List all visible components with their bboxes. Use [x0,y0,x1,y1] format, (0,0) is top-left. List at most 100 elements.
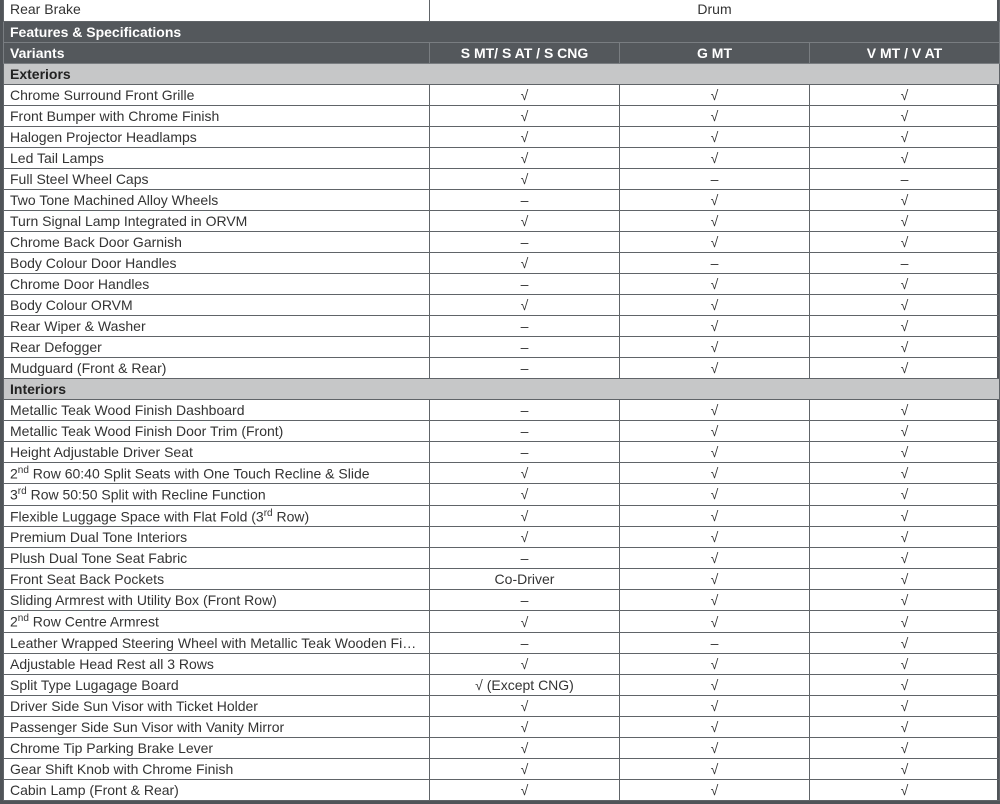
feature-value: √ [810,231,1000,252]
feature-label: Plush Dual Tone Seat Fabric [4,548,430,569]
feature-label: Front Bumper with Chrome Finish [4,105,430,126]
feature-value: √ [620,527,810,548]
feature-value: Drum [430,0,1000,21]
feature-value: √ [620,569,810,590]
feature-value: √ [810,147,1000,168]
spec-row: Premium Dual Tone Interiors√√√ [4,527,1000,548]
spec-row: Full Steel Wheel Caps√–– [4,168,1000,189]
feature-value: √ [430,84,620,105]
feature-value: √ [620,399,810,420]
feature-value: – [430,420,620,441]
feature-value: √ [810,654,1000,675]
spec-table: Rear BrakeDrumFeatures & SpecificationsV… [3,0,1000,801]
feature-value: √ [810,527,1000,548]
feature-value: √ [810,210,1000,231]
feature-label: Chrome Back Door Garnish [4,231,430,252]
feature-value: – [620,252,810,273]
feature-label: Rear Brake [4,0,430,21]
feature-value: √ [430,105,620,126]
feature-label: Gear Shift Knob with Chrome Finish [4,759,430,780]
feature-value: √ [810,315,1000,336]
feature-label: Flexible Luggage Space with Flat Fold (3… [4,505,430,527]
spec-row: Chrome Back Door Garnish–√√ [4,231,1000,252]
feature-label: Body Colour ORVM [4,294,430,315]
feature-value: √ [620,231,810,252]
feature-value: – [620,633,810,654]
feature-value: √ (Except CNG) [430,675,620,696]
feature-value: – [430,633,620,654]
feature-value: √ [430,462,620,484]
feature-value: √ [620,548,810,569]
feature-value: √ [810,126,1000,147]
variants-label: Variants [4,42,430,63]
feature-value: √ [430,147,620,168]
feature-value: – [430,315,620,336]
feature-value: √ [810,462,1000,484]
feature-label: 2nd Row Centre Armrest [4,611,430,633]
spec-row: Chrome Surround Front Grille√√√ [4,84,1000,105]
feature-value: √ [620,294,810,315]
spec-row: Rear Wiper & Washer–√√ [4,315,1000,336]
feature-value: √ [430,717,620,738]
feature-value: √ [620,611,810,633]
feature-value: √ [810,336,1000,357]
spec-row: Body Colour ORVM√√√ [4,294,1000,315]
feature-value: √ [810,633,1000,654]
feature-value: √ [620,441,810,462]
feature-value: √ [430,527,620,548]
feature-label: Premium Dual Tone Interiors [4,527,430,548]
spec-row: Sliding Armrest with Utility Box (Front … [4,590,1000,611]
feature-value: √ [430,696,620,717]
variant-column-header: S MT/ S AT / S CNG [430,42,620,63]
feature-value: Co-Driver [430,569,620,590]
spec-row: Mudguard (Front & Rear)–√√ [4,357,1000,378]
feature-value: √ [810,611,1000,633]
feature-value: √ [810,105,1000,126]
feature-label: Adjustable Head Rest all 3 Rows [4,654,430,675]
feature-value: √ [620,315,810,336]
subsection-header-row: Interiors [4,378,1000,399]
feature-value: √ [810,780,1000,801]
feature-value: √ [810,738,1000,759]
variants-header-row: VariantsS MT/ S AT / S CNGG MTV MT / V A… [4,42,1000,63]
spec-row: 2nd Row Centre Armrest√√√ [4,611,1000,633]
feature-value: √ [430,738,620,759]
feature-label: Chrome Tip Parking Brake Lever [4,738,430,759]
feature-value: – [430,357,620,378]
spec-row: Two Tone Machined Alloy Wheels–√√ [4,189,1000,210]
feature-value: √ [620,738,810,759]
feature-value: √ [620,189,810,210]
spec-row: Height Adjustable Driver Seat–√√ [4,441,1000,462]
spec-row: Metallic Teak Wood Finish Door Trim (Fro… [4,420,1000,441]
feature-value: √ [430,759,620,780]
feature-value: √ [810,696,1000,717]
feature-value: √ [810,273,1000,294]
feature-value: – [430,399,620,420]
spec-table-container: Rear BrakeDrumFeatures & SpecificationsV… [0,0,1000,804]
feature-value: √ [620,675,810,696]
spec-row: Front Bumper with Chrome Finish√√√ [4,105,1000,126]
feature-label: 2nd Row 60:40 Split Seats with One Touch… [4,462,430,484]
feature-value: √ [620,147,810,168]
feature-value: √ [810,569,1000,590]
feature-value: √ [810,717,1000,738]
feature-value: √ [620,696,810,717]
spec-row: Turn Signal Lamp Integrated in ORVM√√√ [4,210,1000,231]
spec-row: Chrome Door Handles–√√ [4,273,1000,294]
feature-label: Cabin Lamp (Front & Rear) [4,780,430,801]
feature-value: √ [620,84,810,105]
spec-row: 2nd Row 60:40 Split Seats with One Touch… [4,462,1000,484]
feature-label: Chrome Surround Front Grille [4,84,430,105]
feature-label: 3rd Row 50:50 Split with Recline Functio… [4,484,430,506]
feature-value: √ [810,548,1000,569]
feature-value: – [430,441,620,462]
feature-value: √ [810,420,1000,441]
feature-value: – [430,273,620,294]
feature-value: √ [620,105,810,126]
section-title-row: Features & Specifications [4,21,1000,42]
spec-row: Body Colour Door Handles√–– [4,252,1000,273]
feature-value: √ [620,590,810,611]
feature-value: √ [810,441,1000,462]
feature-value: √ [430,780,620,801]
feature-label: Metallic Teak Wood Finish Door Trim (Fro… [4,420,430,441]
